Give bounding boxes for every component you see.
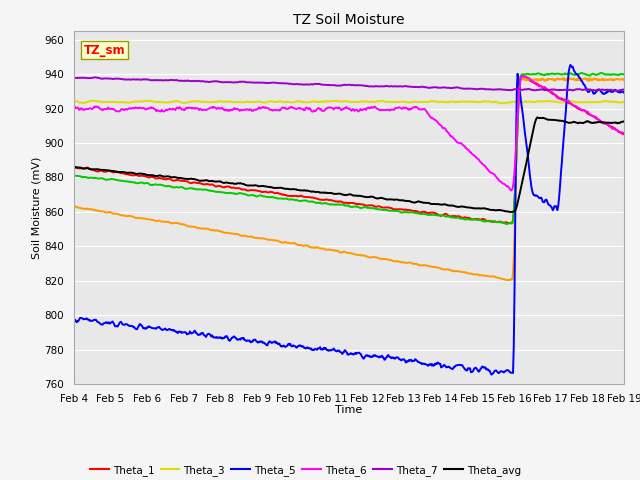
Theta_7 xyxy=(137,77,145,83)
Theta_7 xyxy=(417,84,424,90)
Theta_7 xyxy=(613,88,621,94)
Theta_3 xyxy=(222,99,230,105)
Theta_6 xyxy=(508,188,515,193)
Theta_1 xyxy=(221,184,229,190)
Legend: Theta_1, Theta_2, Theta_3, Theta_4, Theta_5, Theta_6, Theta_7, Theta_avg: Theta_1, Theta_2, Theta_3, Theta_4, Thet… xyxy=(90,465,521,480)
Theta_3 xyxy=(80,100,88,106)
Theta_6 xyxy=(192,105,200,111)
Theta_avg xyxy=(221,180,229,185)
Theta_5 xyxy=(136,321,144,327)
Y-axis label: Soil Moisture (mV): Soil Moisture (mV) xyxy=(31,156,42,259)
Theta_5 xyxy=(221,334,229,339)
Theta_7 xyxy=(70,75,77,81)
Line: Theta_6: Theta_6 xyxy=(74,76,624,191)
Line: Theta_avg: Theta_avg xyxy=(74,118,624,212)
Theta_avg xyxy=(534,115,541,120)
Theta_6 xyxy=(416,107,424,112)
Theta_2 xyxy=(432,264,440,270)
Theta_4 xyxy=(620,72,628,77)
Line: Theta_1: Theta_1 xyxy=(74,76,624,223)
Theta_3 xyxy=(417,99,424,105)
Theta_3 xyxy=(620,99,628,105)
Line: Theta_3: Theta_3 xyxy=(74,101,624,103)
Theta_4 xyxy=(503,221,511,227)
Theta_1 xyxy=(80,166,88,171)
Theta_avg xyxy=(432,201,440,207)
Theta_6 xyxy=(221,108,229,113)
Theta_4 xyxy=(578,70,586,76)
Theta_1 xyxy=(70,164,77,170)
Line: Theta_5: Theta_5 xyxy=(74,65,624,375)
Theta_4 xyxy=(221,190,229,196)
Theta_6 xyxy=(620,130,628,136)
Theta_2 xyxy=(192,224,200,230)
Theta_7 xyxy=(222,79,230,85)
Theta_2 xyxy=(80,206,88,212)
Theta_avg xyxy=(506,209,514,215)
Theta_6 xyxy=(136,105,144,111)
Theta_2 xyxy=(221,230,229,236)
Theta_3 xyxy=(70,98,77,104)
Theta_4 xyxy=(416,211,424,217)
Theta_2 xyxy=(620,76,628,82)
X-axis label: Time: Time xyxy=(335,405,362,415)
Theta_1 xyxy=(432,210,440,216)
Theta_1 xyxy=(518,73,525,79)
Theta_3 xyxy=(145,98,152,104)
Theta_5 xyxy=(566,62,574,68)
Theta_3 xyxy=(433,99,440,105)
Theta_avg xyxy=(80,166,88,171)
Theta_2 xyxy=(524,75,531,81)
Theta_5 xyxy=(488,372,495,378)
Theta_3 xyxy=(136,98,144,104)
Theta_5 xyxy=(620,90,628,96)
Theta_7 xyxy=(91,74,99,80)
Theta_avg xyxy=(70,164,77,170)
Theta_1 xyxy=(504,220,512,226)
Theta_5 xyxy=(432,361,440,367)
Theta_1 xyxy=(620,131,628,137)
Theta_4 xyxy=(70,172,77,178)
Theta_7 xyxy=(80,75,88,81)
Theta_7 xyxy=(620,86,628,92)
Theta_avg xyxy=(136,170,144,176)
Line: Theta_2: Theta_2 xyxy=(74,78,624,280)
Theta_2 xyxy=(504,277,511,283)
Line: Theta_4: Theta_4 xyxy=(74,73,624,224)
Theta_1 xyxy=(136,173,144,179)
Theta_2 xyxy=(136,215,144,221)
Title: TZ Soil Moisture: TZ Soil Moisture xyxy=(293,13,404,27)
Theta_1 xyxy=(416,210,424,216)
Theta_1 xyxy=(192,180,200,186)
Theta_4 xyxy=(432,212,440,218)
Theta_4 xyxy=(192,186,200,192)
Theta_6 xyxy=(518,73,526,79)
Theta_2 xyxy=(70,203,77,209)
Theta_avg xyxy=(416,199,424,204)
Theta_3 xyxy=(193,98,201,104)
Theta_avg xyxy=(620,119,628,124)
Theta_5 xyxy=(80,316,88,322)
Theta_7 xyxy=(433,84,440,90)
Theta_5 xyxy=(192,330,200,336)
Theta_6 xyxy=(432,118,440,123)
Text: TZ_sm: TZ_sm xyxy=(83,44,125,57)
Theta_6 xyxy=(70,102,77,108)
Theta_5 xyxy=(416,360,424,365)
Theta_3 xyxy=(499,100,506,106)
Theta_4 xyxy=(136,180,144,186)
Theta_5 xyxy=(70,317,77,323)
Theta_6 xyxy=(80,107,88,113)
Theta_7 xyxy=(193,78,201,84)
Line: Theta_7: Theta_7 xyxy=(74,77,624,91)
Theta_avg xyxy=(192,177,200,182)
Theta_4 xyxy=(80,174,88,180)
Theta_2 xyxy=(416,262,424,268)
